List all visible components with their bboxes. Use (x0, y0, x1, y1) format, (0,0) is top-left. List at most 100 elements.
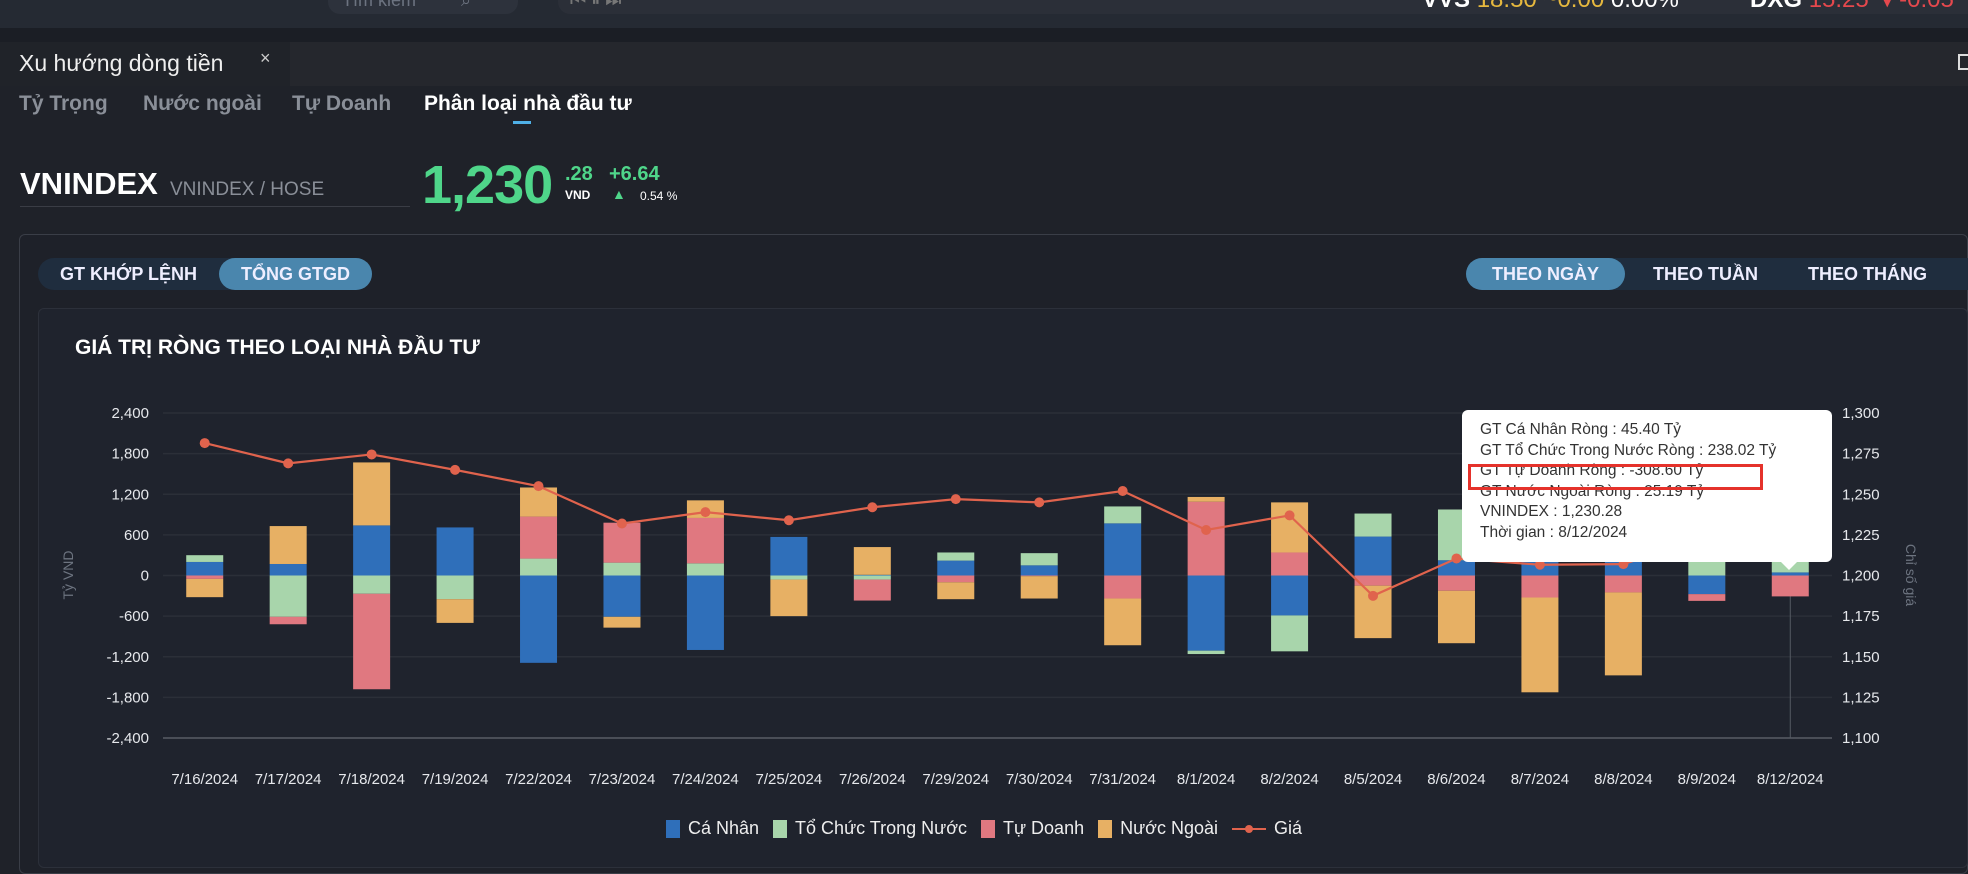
legend-swatch (981, 819, 995, 838)
legend-to-chuc[interactable]: Tổ Chức Trong Nước (773, 818, 967, 839)
index-name: VNINDEX (20, 166, 158, 201)
price-point (783, 515, 794, 526)
subtab-phan-loai-nha-dau-tu[interactable]: Phân loại nhà đầu tư (424, 92, 632, 115)
bar-tu-doanh (1271, 552, 1309, 576)
bar-ca-nhan (937, 560, 975, 576)
toggle-gt-khop-lenh[interactable]: GT KHỚP LỆNH (60, 264, 198, 284)
toggle-theo-ngay[interactable]: THEO NGÀY (1466, 258, 1626, 290)
x-tick-label: 7/25/2024 (756, 771, 823, 788)
price-point (1284, 510, 1295, 521)
bar-tu-doanh (1187, 501, 1225, 576)
bar-ca-nhan (1437, 560, 1475, 576)
price-point (700, 507, 711, 518)
x-tick-label: 8/1/2024 (1177, 771, 1235, 788)
bar-ca-nhan (1688, 575, 1726, 595)
value-toggle: GT KHỚP LỆNH TỔNG GTGD (38, 258, 373, 290)
y-tick-label: -600 (119, 608, 149, 625)
bar-ca-nhan (353, 525, 391, 576)
bar-tu-doanh (1688, 594, 1726, 601)
subtab-tu-doanh[interactable]: Tự Doanh (292, 92, 392, 115)
y-tick-label: 1,200 (111, 486, 149, 503)
legend-swatch (773, 819, 788, 838)
bar-nuoc-ngoai (269, 526, 307, 564)
index-price-decimal: .28 (565, 163, 593, 185)
price-point (1117, 486, 1128, 496)
bar-ca-nhan (603, 575, 641, 617)
subtab-nuoc-ngoai[interactable]: Nước ngoài (143, 92, 262, 115)
index-unit: VND (565, 188, 591, 202)
close-icon[interactable]: × (260, 48, 271, 68)
bar-to-chuc (1354, 513, 1392, 537)
bar-to-chuc (436, 575, 474, 600)
bar-ca-nhan (1271, 575, 1309, 616)
y2-tick-label: 1,175 (1842, 608, 1880, 625)
toggle-tong-gtgd[interactable]: TỔNG GTGD (219, 258, 373, 290)
legend-gia[interactable]: Giá (1231, 818, 1302, 839)
tooltip-to-chuc: GT Tổ Chức Trong Nước Ròng : 238.02 Tỷ (1480, 441, 1777, 459)
y-tick-label: -1,200 (106, 649, 149, 666)
ticker-vvs[interactable]: VVS 18.50 ~0.00 0.00% (1422, 0, 1679, 14)
bar-to-chuc (353, 575, 391, 594)
bar-tu-doanh (853, 579, 891, 601)
bar-ca-nhan (186, 561, 224, 576)
x-tick-label: 7/31/2024 (1089, 771, 1156, 788)
subtab-ty-trong[interactable]: Tỷ Trọng (19, 92, 108, 115)
window-icon[interactable] (1958, 54, 1968, 70)
media-controls[interactable]: ⏮ ⏸ ⏭ (558, 0, 1968, 14)
bar-tu-doanh (520, 516, 558, 559)
price-point (1201, 525, 1212, 535)
ticker-dxg[interactable]: DXG 15.25 ▼-0.05 (1750, 0, 1954, 14)
bar-ca-nhan (1187, 575, 1225, 651)
bar-nuoc-ngoai (186, 578, 224, 598)
legend-swatch (666, 819, 680, 838)
bar-to-chuc (186, 555, 224, 562)
playback-icons[interactable]: ⏮ ⏸ ⏭ (570, 0, 622, 10)
bar-tu-doanh (603, 522, 641, 563)
index-divider (20, 206, 410, 207)
tab-xu-huong-dong-tien[interactable]: Xu hướng dòng tiền (0, 42, 290, 86)
search-input[interactable]: Tìm kiếm ⌕ (328, 0, 518, 14)
tooltip-nuoc-ngoai: GT Nước Ngoài Ròng : 25.19 Tỷ (1480, 482, 1705, 500)
bar-tu-doanh (1521, 575, 1559, 598)
bar-nuoc-ngoai (853, 547, 891, 575)
bar-to-chuc (1187, 650, 1225, 655)
bar-tu-doanh (1437, 575, 1475, 591)
bar-ca-nhan (686, 575, 724, 650)
x-tick-label: 8/12/2024 (1757, 771, 1824, 788)
search-icon: ⌕ (461, 0, 472, 10)
y-tick-label: 2,400 (111, 405, 149, 422)
x-tick-label: 7/18/2024 (338, 771, 405, 788)
legend-tu-doanh[interactable]: Tự Doanh (981, 818, 1084, 839)
y2-tick-label: 1,100 (1842, 730, 1880, 747)
y2-tick-label: 1,200 (1842, 568, 1880, 585)
price-point (867, 502, 878, 513)
x-tick-label: 7/22/2024 (505, 771, 572, 788)
legend-nuoc-ngoai[interactable]: Nước Ngoài (1098, 818, 1218, 839)
tooltip-highlight-box (1468, 464, 1763, 490)
bar-tu-doanh (1771, 575, 1809, 597)
price-point (283, 458, 294, 469)
toggle-theo-tuan[interactable]: THEO TUẦN (1653, 264, 1759, 284)
bar-to-chuc (520, 558, 558, 576)
x-tick-label: 8/7/2024 (1511, 771, 1569, 788)
tooltip-time: Thời gian : 8/12/2024 (1480, 523, 1628, 541)
x-tick-label: 8/8/2024 (1594, 771, 1652, 788)
y2-axis-label: Chỉ số giá (1903, 544, 1919, 606)
bar-tu-doanh (1104, 575, 1142, 599)
bar-tu-doanh (353, 593, 391, 690)
bar-nuoc-ngoai (353, 462, 391, 526)
price-point (1368, 590, 1379, 601)
bar-tu-doanh (1354, 575, 1392, 586)
bar-ca-nhan (853, 574, 891, 576)
price-point (616, 518, 627, 529)
x-tick-label: 7/24/2024 (672, 771, 739, 788)
toggle-theo-thang[interactable]: THEO THÁNG (1808, 264, 1928, 284)
bar-nuoc-ngoai (1604, 592, 1642, 676)
legend-ca-nhan[interactable]: Cá Nhân (666, 818, 759, 839)
x-tick-label: 7/16/2024 (171, 771, 238, 788)
index-change: +6.64 (609, 163, 660, 185)
active-tab-indicator (513, 121, 531, 124)
price-point (366, 449, 377, 460)
bar-to-chuc (1688, 561, 1726, 576)
